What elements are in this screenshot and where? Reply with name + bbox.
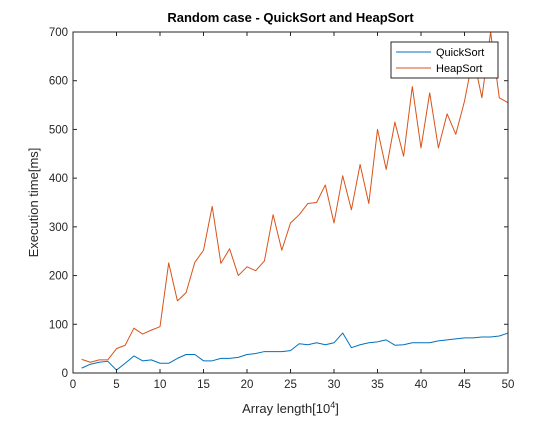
- x-tick-label: 0: [70, 379, 76, 391]
- x-tick-label: 25: [284, 379, 297, 391]
- y-tick-label: 500: [49, 124, 68, 136]
- x-tick-label: 35: [371, 379, 384, 391]
- y-tick-label: 200: [49, 271, 68, 283]
- x-axis-title: Array length[104]: [242, 400, 339, 416]
- x-tick-label: 5: [113, 379, 119, 391]
- x-tick-label: 40: [415, 379, 428, 391]
- x-tick-label: 30: [328, 379, 341, 391]
- x-axis-title-exponent: 4: [330, 400, 335, 410]
- y-tick-label: 700: [49, 27, 68, 39]
- x-axis-title-base: Array length[10: [242, 401, 330, 416]
- legend-box: [390, 41, 499, 79]
- y-tick-label: 600: [49, 76, 68, 88]
- series-line-heapsort: [81, 31, 509, 363]
- x-tick-label: 10: [154, 379, 167, 391]
- x-tick-label: 45: [458, 379, 471, 391]
- x-tick-label: 15: [197, 379, 210, 391]
- plot-area: 0 5 10 15 20 25 30 35 40 45 5001002003004005006007…: [49, 27, 515, 391]
- legend-label-heapsort: HeapSort: [436, 63, 482, 75]
- series-line-quicksort: [81, 332, 509, 371]
- x-tick-label: 50: [502, 379, 515, 391]
- y-axis-title: Execution time[ms]: [26, 148, 41, 258]
- x-axis-title-suffix: ]: [335, 401, 339, 416]
- y-tick-label: 400: [49, 173, 68, 185]
- legend-label-quicksort: QuickSort: [436, 47, 484, 59]
- legend: QuickSort HeapSort: [390, 41, 499, 79]
- y-tick-label: 300: [49, 222, 68, 234]
- x-tick-label: 20: [241, 379, 254, 391]
- y-tick-label: 100: [49, 319, 68, 331]
- chart-title: Random case - QuickSort and HeapSort: [167, 10, 414, 25]
- y-tick-label: 0: [62, 368, 68, 380]
